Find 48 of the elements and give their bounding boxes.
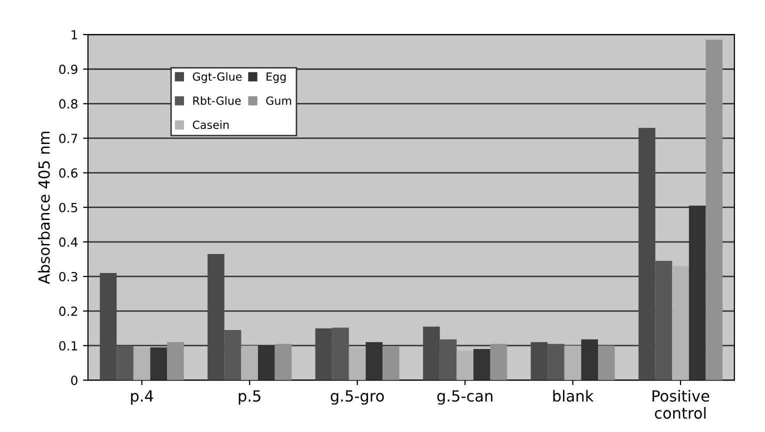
x-tick-label: blank [553,390,594,402]
y-tick-label: 0.3 [59,272,78,282]
bar [490,344,508,380]
bar [348,347,366,380]
legend-label: Casein [192,120,229,129]
bar [423,326,440,380]
x-tick-label: g.5-can [437,390,492,405]
bar [133,347,150,380]
bar [548,344,564,380]
bar [116,346,134,380]
bar [224,330,242,380]
bar [638,128,656,380]
bar [241,346,258,380]
bar [655,260,672,380]
x-tick-label: p.5 [238,390,260,405]
y-tick-label: 0.4 [59,237,78,247]
bar [208,254,224,380]
bar [100,273,117,380]
y-tick-label: 0 [71,376,78,386]
bar [332,328,349,380]
legend-label: Rbt-Glue [193,96,241,105]
y-tick-label: 0.1 [59,341,78,351]
y-tick-label: 0.2 [59,306,77,316]
legend-label: Ggt-Glue [192,72,242,83]
bar [274,344,292,380]
y-tick-label: 1 [72,30,78,40]
bar [706,40,723,380]
y-tick-label: 0.7 [59,134,78,144]
bar [440,339,457,380]
bar [564,346,582,380]
bar [473,349,490,380]
y-tick-label: 0.6 [59,168,78,178]
bar [530,342,548,380]
bar [456,350,474,380]
x-tick-label: p.4 [131,390,154,405]
y-tick-label: 0.9 [59,64,78,74]
bar [167,342,184,380]
legend-label: Egg [266,72,286,83]
bar [672,266,689,380]
x-tick-label: Positive control [652,390,710,419]
bar [315,328,332,380]
bar [598,346,615,380]
y-tick-label: 0.5 [59,202,78,212]
legend-label: Gum [266,96,292,105]
x-tick-label: g.5-gro [330,390,384,405]
y-axis-title: Absorbance 405 nm [38,132,50,284]
y-tick-label: 0.8 [59,99,78,109]
bar [382,346,400,380]
